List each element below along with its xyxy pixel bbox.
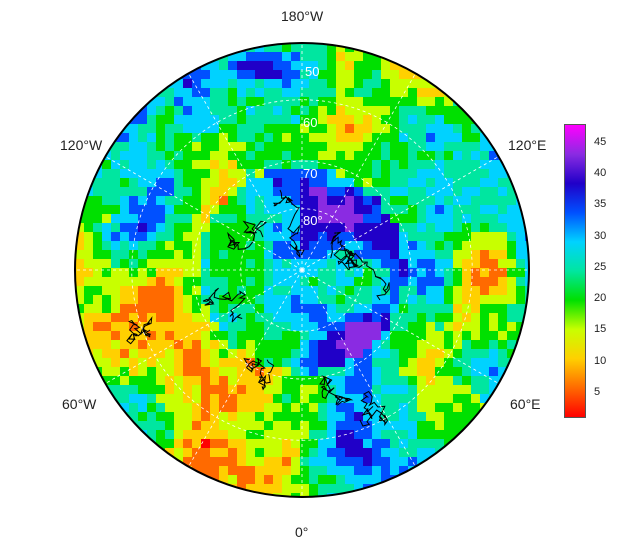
lat-label-50: 50 [305, 64, 320, 79]
colorbar-tick: 25 [594, 260, 607, 273]
lon-label-180w: 180°W [281, 8, 324, 24]
map-boundary [74, 42, 530, 498]
lon-label-0: 0° [295, 524, 309, 540]
lat-label-80: 80° [303, 213, 323, 228]
colorbar-tick: 40 [594, 167, 607, 180]
colorbar-tick: 10 [594, 354, 607, 367]
graticule [75, 43, 529, 497]
lon-label-120e: 120°E [508, 137, 547, 153]
colorbar-tick: 15 [594, 323, 607, 336]
data-field [75, 43, 529, 497]
colorbar-tick: 20 [594, 292, 607, 305]
lat-label-60: 60 [303, 115, 318, 130]
lon-label-60e: 60°E [510, 396, 541, 412]
coastlines [126, 189, 390, 427]
lon-label-120w: 120°W [60, 137, 103, 153]
colorbar [564, 124, 586, 418]
colorbar-tick: 45 [594, 135, 607, 148]
lat-label-70: 70 [303, 166, 318, 181]
colorbar-tick: 5 [594, 385, 601, 398]
colorbar-tick: 35 [594, 198, 607, 211]
lon-label-60w: 60°W [62, 396, 97, 412]
colorbar-tick: 30 [594, 229, 607, 242]
